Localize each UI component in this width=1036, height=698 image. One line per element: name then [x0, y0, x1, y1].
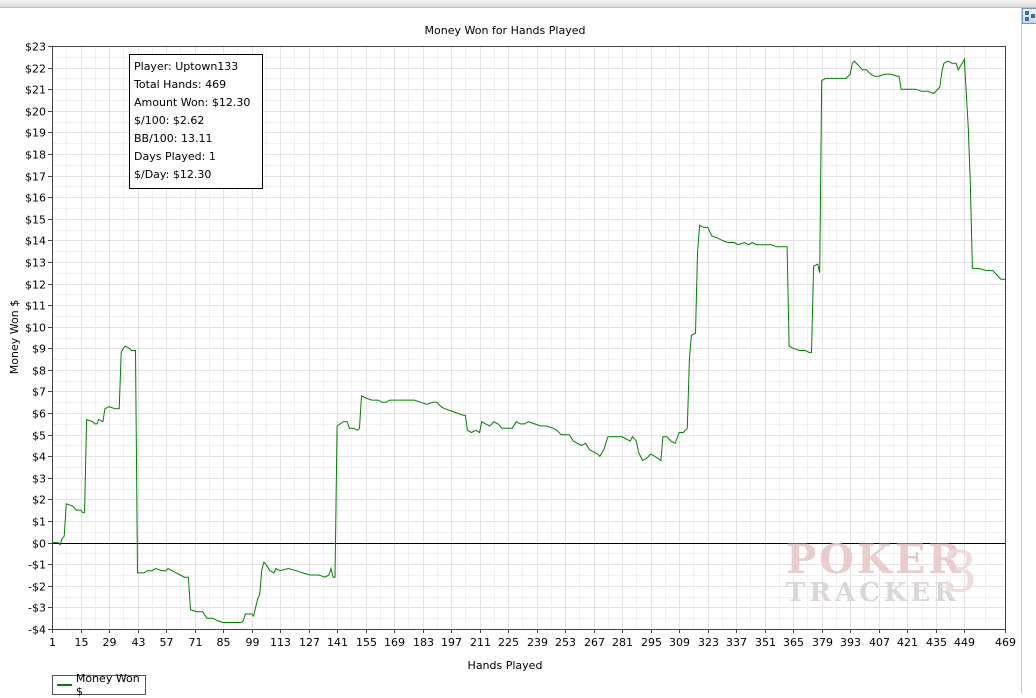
y-tick-label: $15 — [25, 214, 46, 227]
stat-days-played: Days Played: 1 — [134, 150, 216, 163]
x-tick-label: 29 — [103, 636, 117, 649]
y-tick-label: $18 — [25, 149, 46, 162]
y-tick-label: $21 — [25, 84, 46, 97]
window-top-bar — [0, 0, 1036, 8]
watermark-3: 3 — [942, 540, 978, 605]
x-tick-label: 127 — [299, 636, 320, 649]
y-tick-label: $2 — [32, 494, 46, 507]
y-tick-label: $11 — [25, 300, 46, 313]
x-tick-label: 337 — [726, 636, 747, 649]
panel-divider — [1021, 8, 1022, 693]
x-axis: 1 15 29 43 57 71 85 99 113 127 141 155 169 183 197 211 2… — [49, 629, 1016, 649]
x-tick-label: 267 — [584, 636, 605, 649]
x-tick-label: 183 — [413, 636, 434, 649]
watermark-poker: POKER — [786, 536, 965, 583]
x-tick-label: 365 — [783, 636, 804, 649]
y-tick-label: $19 — [25, 127, 46, 140]
y-tick-label: $4 — [32, 451, 46, 464]
y-tick-label: $7 — [32, 386, 46, 399]
y-tick-label: $3 — [32, 473, 46, 486]
x-tick-label: 379 — [812, 636, 833, 649]
stat-bb-per-100: BB/100: 13.11 — [134, 132, 213, 145]
watermark-tracker: TRACKER — [786, 578, 960, 608]
y-axis: $23 $22 $21 $20 $19 $18 $17 $16 $15 $14 $13 $12 $11 $… — [25, 41, 52, 637]
y-tick-label: $12 — [25, 279, 46, 292]
y-axis-label: Money Won $ — [8, 300, 21, 374]
x-tick-label: 141 — [327, 636, 348, 649]
x-tick-label: 407 — [869, 636, 890, 649]
x-tick-label: 169 — [384, 636, 405, 649]
x-tick-label: 393 — [840, 636, 861, 649]
y-tick-label: $10 — [25, 322, 46, 335]
y-tick-label: $0 — [32, 538, 46, 551]
player-stats-box: Player: Uptown133 Total Hands: 469 Amoun… — [129, 54, 263, 189]
x-tick-label: 197 — [441, 636, 462, 649]
y-tick-label: $1 — [32, 516, 46, 529]
y-tick-label: $16 — [25, 192, 46, 205]
y-tick-label: $14 — [25, 235, 46, 248]
x-tick-label: 295 — [641, 636, 662, 649]
x-tick-label: 1 — [49, 636, 56, 649]
stat-player: Player: Uptown133 — [134, 60, 239, 73]
y-tick-label: $5 — [32, 430, 46, 443]
plot-border — [52, 46, 1006, 630]
y-tick-label: -$4 — [28, 624, 46, 637]
x-tick-label: 85 — [217, 636, 231, 649]
y-tick-label: $22 — [25, 63, 46, 76]
x-tick-label: 449 — [954, 636, 975, 649]
y-tick-label: $9 — [32, 343, 46, 356]
legend-label: Money Won $ — [75, 672, 140, 698]
y-tick-label: $6 — [32, 408, 46, 421]
x-tick-label: 57 — [160, 636, 174, 649]
x-tick-label: 469 — [995, 636, 1016, 649]
x-tick-label: 281 — [612, 636, 633, 649]
x-tick-label: 43 — [132, 636, 146, 649]
x-tick-label: 309 — [669, 636, 690, 649]
x-tick-label: 99 — [246, 636, 260, 649]
stat-total-hands: Total Hands: 469 — [134, 78, 227, 91]
x-tick-label: 239 — [527, 636, 548, 649]
y-tick-label: $23 — [25, 41, 46, 54]
money-won-series-line — [52, 57, 1005, 623]
y-tick-label: $8 — [32, 365, 46, 378]
x-tick-label: 435 — [926, 636, 947, 649]
x-tick-label: 253 — [555, 636, 576, 649]
chart-title: Money Won for Hands Played — [425, 24, 586, 37]
stat-per-day: $/Day: $12.30 — [134, 168, 212, 181]
y-tick-label: $20 — [25, 106, 46, 119]
y-tick-label: $17 — [25, 171, 46, 184]
x-tick-label: 225 — [498, 636, 519, 649]
x-axis-label: Hands Played — [468, 659, 543, 672]
x-tick-label: 71 — [189, 636, 203, 649]
y-tick-label: $13 — [25, 257, 46, 270]
chart-legend: Money Won $ — [52, 672, 146, 698]
x-tick-label: 323 — [698, 636, 719, 649]
y-tick-label: -$1 — [28, 559, 46, 572]
x-tick-label: 15 — [75, 636, 89, 649]
expand-icon[interactable] — [1022, 8, 1036, 24]
x-tick-label: 351 — [755, 636, 776, 649]
x-tick-label: 113 — [270, 636, 291, 649]
poker-tracker-watermark: POKER TRACKER 3 — [782, 536, 1002, 616]
legend-line-icon — [57, 684, 72, 686]
x-tick-label: 211 — [470, 636, 491, 649]
y-tick-label: -$3 — [28, 602, 46, 615]
x-tick-label: 155 — [356, 636, 377, 649]
x-tick-label: 421 — [897, 636, 918, 649]
y-tick-label: -$2 — [28, 581, 46, 594]
stat-per-100: $/100: $2.62 — [134, 114, 205, 127]
stat-amount-won: Amount Won: $12.30 — [134, 96, 251, 109]
